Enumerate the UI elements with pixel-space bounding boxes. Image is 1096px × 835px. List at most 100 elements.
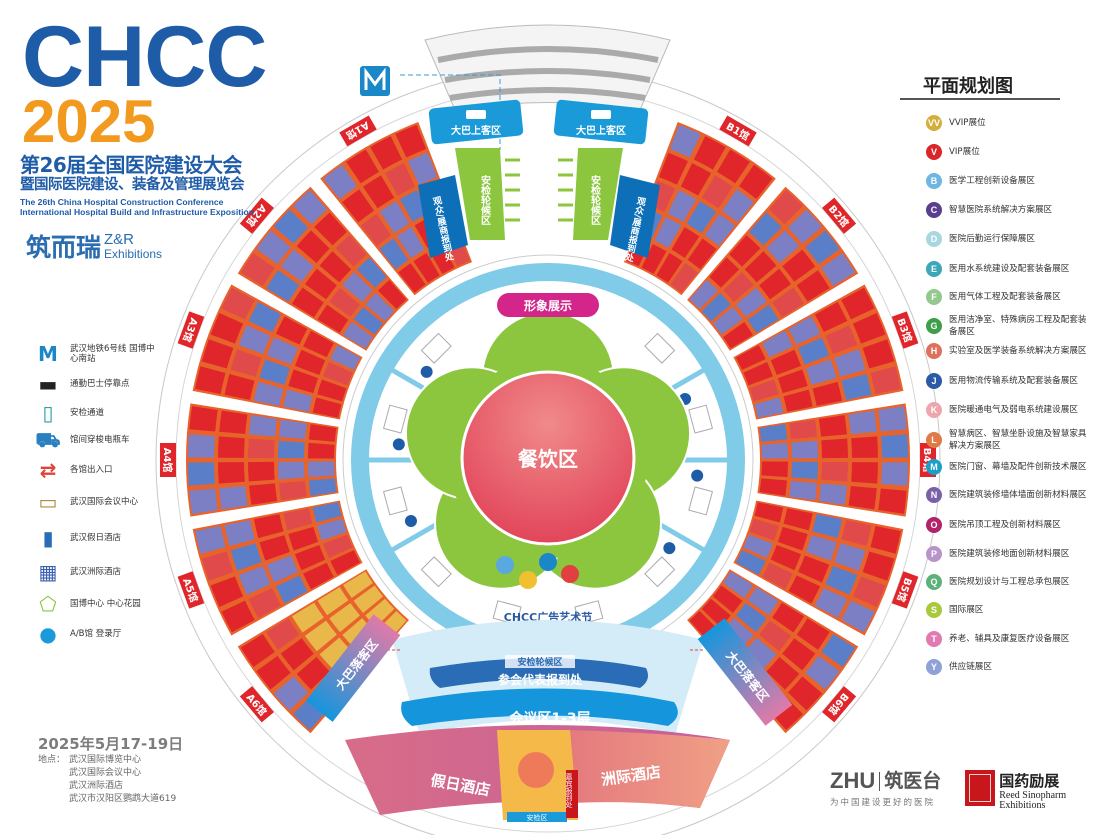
booth-block[interactable] xyxy=(288,526,319,551)
booth-block[interactable] xyxy=(195,366,226,394)
booth-block[interactable] xyxy=(761,461,788,478)
booth-block[interactable] xyxy=(330,550,361,575)
booth-block[interactable] xyxy=(881,462,908,486)
booth-block[interactable] xyxy=(314,212,347,246)
booth-block[interactable] xyxy=(735,550,766,575)
booth-block[interactable] xyxy=(408,152,438,185)
booth-block[interactable] xyxy=(296,657,330,690)
booth-block[interactable] xyxy=(249,483,278,505)
booth-block[interactable] xyxy=(312,397,342,418)
booth-block[interactable] xyxy=(806,359,837,385)
booth-block[interactable] xyxy=(248,438,275,459)
booth-block[interactable] xyxy=(343,321,373,349)
booth-block[interactable] xyxy=(852,576,886,607)
booth-block[interactable] xyxy=(195,526,226,554)
booth-block[interactable] xyxy=(248,461,275,482)
booth-block[interactable] xyxy=(656,252,683,283)
booth-block[interactable] xyxy=(841,520,872,546)
booth-block[interactable] xyxy=(308,442,335,459)
booth-block[interactable] xyxy=(210,576,244,607)
booth-block[interactable] xyxy=(759,620,792,652)
booth-block[interactable] xyxy=(379,238,409,270)
booth-block[interactable] xyxy=(766,230,800,263)
booth-block[interactable] xyxy=(736,287,767,317)
booth-block[interactable] xyxy=(362,175,395,209)
booth-block[interactable] xyxy=(413,252,440,283)
booth-block[interactable] xyxy=(787,676,823,711)
booth-block[interactable] xyxy=(248,587,282,618)
booth-block[interactable] xyxy=(796,618,830,650)
booth-block[interactable] xyxy=(273,209,309,244)
booth-block[interactable] xyxy=(701,292,731,322)
booth-block[interactable] xyxy=(687,238,717,270)
booth-block[interactable] xyxy=(658,152,688,185)
booth-block[interactable] xyxy=(862,551,895,581)
booth-block[interactable] xyxy=(723,321,753,349)
booth-block[interactable] xyxy=(353,585,384,613)
booth-block[interactable] xyxy=(218,462,245,484)
booth-block[interactable] xyxy=(238,565,271,595)
booth-block[interactable] xyxy=(395,124,427,158)
booth-block[interactable] xyxy=(278,440,305,459)
booth-block[interactable] xyxy=(788,575,821,604)
booth-block[interactable] xyxy=(777,526,808,551)
booth-block[interactable] xyxy=(253,381,284,406)
booth-block[interactable] xyxy=(283,389,313,412)
booth-block[interactable] xyxy=(789,480,818,501)
booth-block[interactable] xyxy=(221,600,255,633)
booth-block[interactable] xyxy=(852,313,886,344)
booth-block[interactable] xyxy=(224,520,255,546)
booth-block[interactable] xyxy=(256,655,291,690)
booth-block[interactable] xyxy=(806,535,837,561)
booth-block[interactable] xyxy=(641,244,667,274)
booth-block[interactable] xyxy=(329,603,360,633)
booth-block[interactable] xyxy=(848,485,877,510)
booth-block[interactable] xyxy=(319,251,352,283)
booth-block[interactable] xyxy=(796,270,830,302)
booth-block[interactable] xyxy=(762,562,793,590)
booth-block[interactable] xyxy=(788,316,821,345)
booth-block[interactable] xyxy=(680,163,712,196)
booth-block[interactable] xyxy=(814,587,848,618)
booth-block[interactable] xyxy=(735,345,766,370)
booth-block[interactable] xyxy=(851,436,878,458)
booth-block[interactable] xyxy=(787,209,823,244)
booth-block[interactable] xyxy=(230,349,262,377)
booth-block[interactable] xyxy=(240,252,275,286)
booth-block[interactable] xyxy=(693,136,726,170)
booth-block[interactable] xyxy=(704,213,736,246)
booth-block[interactable] xyxy=(717,149,750,184)
booth-block[interactable] xyxy=(308,478,337,496)
booth-block[interactable] xyxy=(878,488,907,514)
booth-block[interactable] xyxy=(219,410,248,435)
booth-block[interactable] xyxy=(878,406,907,432)
booth-block[interactable] xyxy=(654,217,682,248)
booth-block[interactable] xyxy=(762,330,793,358)
booth-block[interactable] xyxy=(304,620,337,652)
booth-block[interactable] xyxy=(365,292,395,322)
booth-block[interactable] xyxy=(848,410,877,435)
booth-block[interactable] xyxy=(743,362,773,386)
booth-block[interactable] xyxy=(259,535,290,561)
booth-block[interactable] xyxy=(798,555,830,583)
booth-block[interactable] xyxy=(770,545,802,571)
booth-block[interactable] xyxy=(210,313,244,344)
booth-block[interactable] xyxy=(283,508,313,531)
booth-block[interactable] xyxy=(667,190,697,222)
booth-block[interactable] xyxy=(805,230,840,265)
booth-block[interactable] xyxy=(353,307,384,335)
booth-block[interactable] xyxy=(219,485,248,510)
booth-block[interactable] xyxy=(201,339,234,369)
booth-block[interactable] xyxy=(689,279,719,309)
booth-block[interactable] xyxy=(275,316,308,345)
booth-block[interactable] xyxy=(275,575,308,604)
booth-block[interactable] xyxy=(317,518,347,541)
booth-block[interactable] xyxy=(709,257,740,288)
booth-block[interactable] xyxy=(266,618,300,650)
booth-block[interactable] xyxy=(834,543,866,571)
booth-block[interactable] xyxy=(317,304,349,333)
booth-block[interactable] xyxy=(759,424,788,442)
booth-block[interactable] xyxy=(330,345,361,370)
booth-block[interactable] xyxy=(398,263,426,293)
booth-block[interactable] xyxy=(356,257,387,288)
